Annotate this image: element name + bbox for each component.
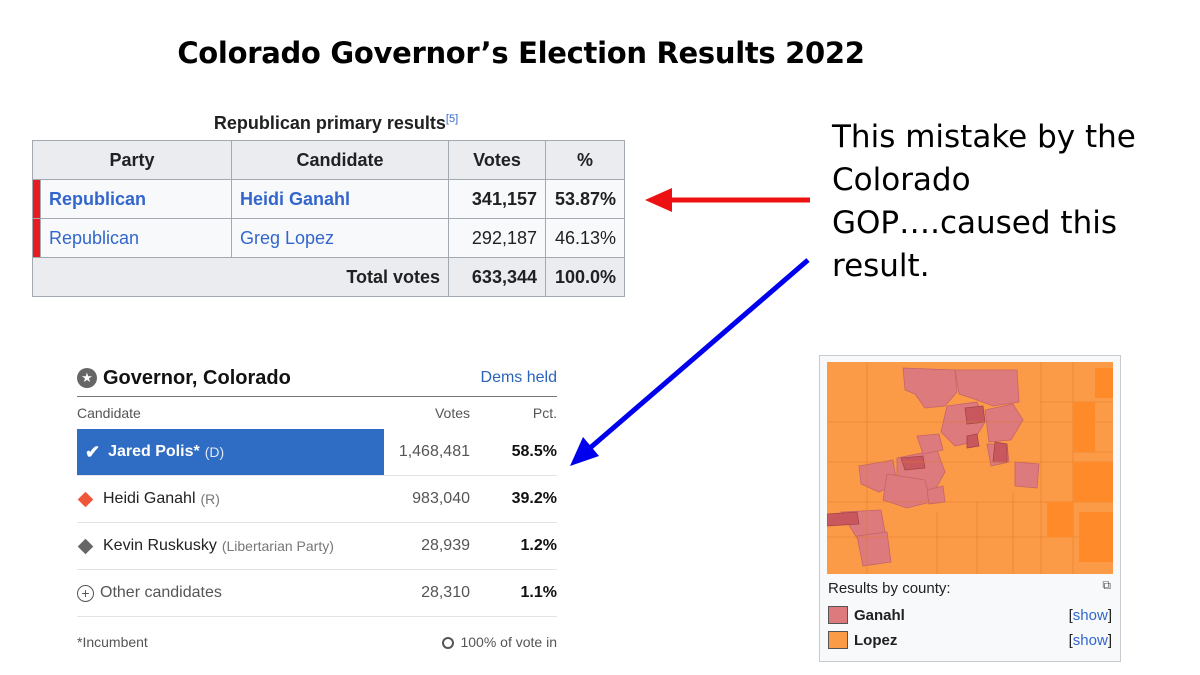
ganahl-strong-counties (827, 405, 1008, 527)
total-row: Total votes 633,344 100.0% (32, 257, 625, 297)
party-link[interactable]: Republican (49, 227, 140, 248)
legend-item: Lopez [show] (828, 629, 1112, 651)
progress-ring-icon (442, 637, 455, 649)
col-votes: Votes (434, 405, 470, 421)
candidate-pct: 1.2% (520, 537, 557, 554)
candidate-row: Heidi Ganahl (R) 983,040 39.2% (77, 476, 557, 523)
candidate-party: (R) (200, 491, 220, 507)
slide-title: Colorado Governor’s Election Results 202… (177, 36, 865, 70)
blue-arrow-head (570, 437, 599, 466)
show-link[interactable]: show (1072, 631, 1108, 649)
col-pct: Pct. (532, 405, 557, 421)
legend-swatch (828, 606, 848, 624)
map-caption: Results by county: (828, 580, 951, 597)
candidate-name: Heidi Ganahl (103, 490, 196, 507)
candidate-name: Kevin Ruskusky (103, 537, 217, 554)
candidate-name: Jared Polis* (108, 443, 200, 460)
candidate-party: (Libertarian Party) (221, 538, 334, 554)
table-header-row: Party Candidate Votes % (32, 140, 625, 180)
candidate-votes: 983,040 (412, 490, 470, 507)
header-candidate: Candidate (231, 140, 449, 180)
show-toggle[interactable]: [show] (1068, 606, 1112, 624)
star-icon: ★ (77, 368, 97, 388)
pct-cell: 53.87% (545, 179, 625, 219)
header-party: Party (32, 140, 232, 180)
reference-link[interactable]: [5] (445, 113, 459, 125)
annotation-line: This mistake by the (832, 119, 1136, 155)
col-candidate: Candidate (77, 405, 141, 421)
candidate-votes: 28,939 (421, 537, 470, 554)
annotation-line: GOP….caused this (832, 205, 1117, 241)
primary-results-table: Party Candidate Votes % Republican Heidi… (32, 140, 625, 297)
show-toggle[interactable]: [show] (1068, 631, 1112, 649)
primary-caption-text: Republican primary results (213, 113, 446, 133)
widget-footer: *Incumbent 100% of vote in (77, 616, 557, 667)
race-title: Governor, Colorado (103, 366, 291, 389)
red-arrow-head (645, 188, 672, 212)
county-map-infobox: Results by county: ⧉ Ganahl [show] Lopez… (819, 355, 1121, 662)
status-flag: Dems held (480, 369, 557, 386)
reporting-status: 100% of vote in (442, 634, 557, 650)
legend-swatch (828, 631, 848, 649)
total-votes: 633,344 (448, 257, 546, 297)
enlarge-icon[interactable]: ⧉ (1102, 578, 1111, 592)
total-label: Total votes (32, 257, 449, 297)
table-row: Republican Greg Lopez 292,187 46.13% (32, 218, 625, 258)
party-color-swatch (32, 218, 41, 258)
winner-cell: ✔ Jared Polis* (D) (77, 429, 384, 475)
pct-cell: 46.13% (545, 218, 625, 258)
reporting-text: 100% of vote in (460, 634, 557, 650)
candidate-row: ✔ Jared Polis* (D) 1,468,481 58.5% (77, 429, 557, 476)
total-pct: 100.0% (545, 257, 625, 297)
candidate-votes: 1,468,481 (398, 443, 470, 460)
candidate-votes: 28,310 (421, 584, 470, 601)
candidate-name[interactable]: Other candidates (100, 584, 222, 601)
candidate-row: Kevin Ruskusky (Libertarian Party) 28,93… (77, 523, 557, 570)
legend-label: Ganahl (854, 606, 905, 624)
candidate-pct: 1.1% (520, 584, 557, 601)
colorado-county-map[interactable] (827, 362, 1113, 574)
legend-item: Ganahl [show] (828, 604, 1112, 626)
header-votes: Votes (448, 140, 546, 180)
candidate-party: (D) (204, 444, 225, 460)
column-headers: Candidate Votes Pct. (77, 397, 557, 429)
annotation-line: result. (832, 248, 930, 284)
candidate-pct: 58.5% (511, 443, 557, 460)
primary-table-caption: Republican primary results[5] (32, 113, 640, 134)
party-link[interactable]: Republican (49, 188, 147, 209)
general-results-widget: ★ Governor, Colorado Dems held Candidate… (77, 360, 557, 667)
votes-cell: 341,157 (448, 179, 546, 219)
diamond-icon (77, 491, 94, 507)
header-pct: % (545, 140, 625, 180)
widget-header: ★ Governor, Colorado Dems held (77, 360, 557, 397)
annotation-text: This mistake by the Colorado GOP….caused… (832, 116, 1162, 288)
annotation-line: Colorado (832, 162, 971, 198)
incumbent-note: *Incumbent (77, 634, 148, 650)
candidate-link[interactable]: Heidi Ganahl (240, 188, 351, 209)
party-color-swatch (32, 179, 41, 219)
legend-label: Lopez (854, 631, 898, 649)
votes-cell: 292,187 (448, 218, 546, 258)
candidate-link[interactable]: Greg Lopez (240, 227, 335, 248)
plus-circle-icon[interactable]: + (77, 584, 94, 602)
other-candidates-row[interactable]: + Other candidates 28,310 1.1% (77, 570, 557, 616)
check-icon: ✔ (85, 441, 101, 462)
diamond-icon (77, 538, 94, 554)
table-row: Republican Heidi Ganahl 341,157 53.87% (32, 179, 625, 219)
lopez-strong-counties (1047, 368, 1113, 562)
show-link[interactable]: show (1072, 606, 1108, 624)
candidate-pct: 39.2% (511, 490, 557, 507)
